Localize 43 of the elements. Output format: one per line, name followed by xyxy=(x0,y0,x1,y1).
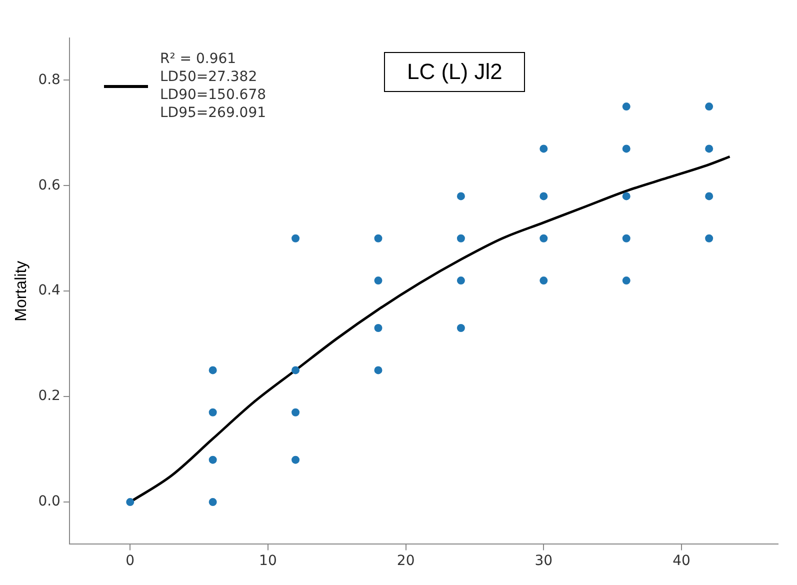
point xyxy=(208,456,217,464)
annotation: LC (L) Jl2 xyxy=(384,52,526,92)
point xyxy=(208,498,217,506)
point xyxy=(208,366,217,374)
point xyxy=(456,324,465,332)
point xyxy=(540,144,548,153)
point xyxy=(622,144,630,153)
y-tick-label: 0.6 xyxy=(38,177,61,194)
x-tick-label: 40 xyxy=(672,553,690,570)
point xyxy=(374,276,382,285)
y-axis-title: Mortality xyxy=(13,260,30,322)
point xyxy=(622,192,630,200)
point xyxy=(126,498,134,506)
point xyxy=(292,456,300,464)
y-tick-label: 0.2 xyxy=(38,388,60,404)
x-tick-label: 20 xyxy=(396,553,415,570)
point xyxy=(622,102,630,111)
point xyxy=(456,276,465,285)
point xyxy=(540,192,548,200)
point xyxy=(705,144,714,153)
point xyxy=(292,234,300,242)
y-tick-label: 0.0 xyxy=(38,494,60,510)
point xyxy=(208,408,217,416)
point xyxy=(540,234,548,242)
point xyxy=(374,366,382,374)
point xyxy=(540,276,548,285)
point xyxy=(292,408,300,416)
y-tick-label: 0.4 xyxy=(38,282,61,299)
y-tick-label: 0.8 xyxy=(38,72,60,88)
x-tick-label: 0 xyxy=(126,553,135,570)
point xyxy=(456,192,465,200)
point xyxy=(705,102,714,111)
point xyxy=(456,234,465,242)
point xyxy=(292,366,300,374)
point xyxy=(705,192,714,200)
x-tick-label: 10 xyxy=(259,553,277,570)
point xyxy=(374,234,382,242)
point xyxy=(705,234,714,242)
point xyxy=(622,234,630,242)
x-tick-label: 30 xyxy=(534,553,553,570)
point xyxy=(374,324,382,332)
point xyxy=(622,276,630,285)
legend-label: R² = 0.961 LD50=27.382 LD90=150.678 LD95=269.091 xyxy=(160,50,266,122)
